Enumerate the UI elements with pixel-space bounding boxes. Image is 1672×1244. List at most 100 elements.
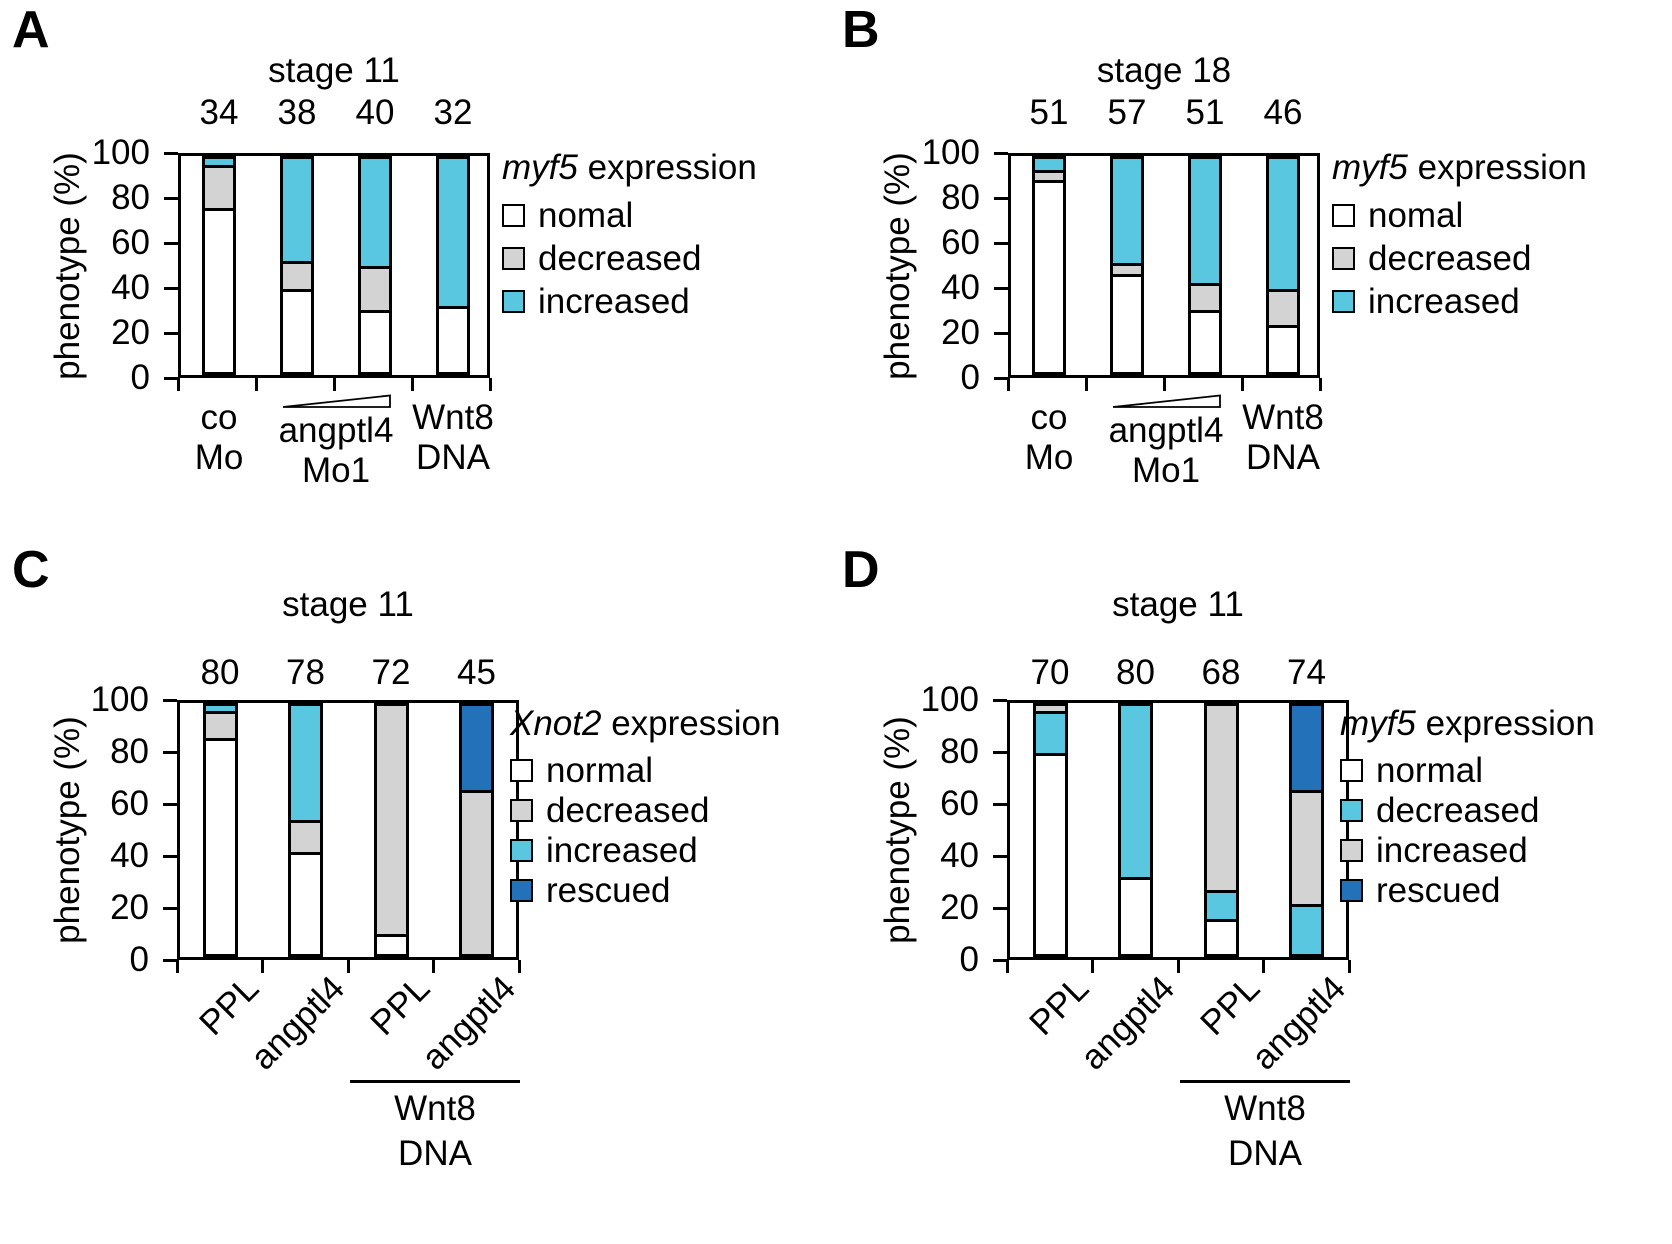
stacked-bar: [459, 703, 494, 957]
legend-item-decreased: decreased: [502, 237, 862, 280]
y-tick-mark: [993, 698, 1007, 702]
bar-segment-decreased: [205, 165, 233, 208]
x-tick-mark: [488, 378, 492, 391]
legend-item-decreased: decreased: [1340, 790, 1672, 830]
legend: myf5 expression nomal decreased increased: [502, 148, 862, 323]
y-axis-ticks: 0 20 40 60 80 100: [0, 682, 177, 977]
x-tick-mark: [1240, 378, 1244, 391]
y-tick-mark: [163, 958, 177, 962]
stacked-bar: [1289, 703, 1324, 957]
sample-counts-row: 80 78 72 45: [177, 654, 519, 694]
bar-segment-increased: [291, 706, 320, 821]
panel-letter: B: [842, 1, 880, 59]
legend-gene-name: myf5: [502, 148, 578, 187]
panel-d: D stage 11 70 80 68 74 phenotype (%) 0 20 40 6…: [830, 540, 1672, 1244]
y-tick-label: 60: [110, 783, 149, 823]
sample-count: 68: [1201, 653, 1241, 692]
legend-item-label: nomal: [1368, 196, 1464, 235]
bar-segment-decreased: [283, 261, 311, 289]
legend: myf5 expression nomal decreased increased: [1332, 148, 1672, 323]
x-tick-mark: [1005, 960, 1009, 973]
legend-item-label: normal: [546, 750, 653, 790]
y-tick-mark: [994, 241, 1008, 245]
x-category-label: angptl4: [413, 968, 523, 1078]
bar-segment-decreased: [1113, 263, 1141, 274]
plot-area: [177, 700, 519, 960]
bar-segment-nomal: [439, 305, 467, 372]
y-tick-label: 80: [940, 731, 979, 771]
wnt8-group-label-line: Wnt8: [1224, 1089, 1306, 1128]
stacked-bar: [1188, 156, 1222, 375]
y-tick-mark: [164, 331, 178, 335]
bar-segment-increased: [1206, 706, 1236, 890]
x-category-label: PPL: [1021, 968, 1097, 1043]
legend-swatch-normal: [510, 758, 533, 782]
sample-count: 38: [277, 93, 317, 132]
bar-segment-decreased: [1292, 904, 1321, 954]
y-tick-mark: [164, 376, 178, 380]
legend-swatch-decreased: [502, 247, 525, 270]
bar-segment-decreased: [361, 265, 389, 311]
panel-letter: D: [842, 541, 880, 599]
sample-count: 80: [1116, 653, 1155, 692]
x-category-label-line: Mo1: [1131, 451, 1201, 490]
x-category-label-line: co: [200, 398, 238, 437]
legend-item-label: decreased: [538, 239, 702, 278]
x-axis-area: co Mo angptl4 Mo1 Wnt8 DNA: [1006, 378, 1324, 540]
bar-segment-normal: [1121, 877, 1150, 954]
y-tick-label: 60: [940, 783, 979, 823]
legend-swatch-nomal: [1332, 204, 1355, 227]
x-tick-mark: [1006, 378, 1010, 391]
y-tick-label: 100: [91, 132, 150, 172]
y-tick-mark: [994, 286, 1008, 290]
chart-title: stage 11: [268, 51, 400, 90]
legend-swatch-increased: [1332, 290, 1355, 313]
legend-item-label: decreased: [1376, 790, 1540, 830]
x-tick-mark: [1262, 960, 1265, 973]
wnt8-group-label: Wnt8 DNA: [1180, 1086, 1350, 1176]
legend-swatch-rescued: [510, 878, 533, 902]
sample-count: 57: [1107, 93, 1147, 132]
x-category-label-line: Mo: [194, 438, 244, 477]
bar-segment-decreased: [1121, 706, 1150, 878]
legend-title: Xnot2 expression: [510, 704, 870, 744]
x-category-label-line: DNA: [416, 438, 490, 477]
x-category-label-line: DNA: [1246, 438, 1320, 477]
x-category-label-line: co: [1030, 398, 1068, 437]
y-tick-mark: [164, 151, 178, 155]
legend-item-increased: increased: [1332, 280, 1672, 323]
legend-swatch-normal: [1340, 758, 1363, 782]
bar-segment-normal: [1035, 753, 1065, 954]
legend-title-rest: expression: [577, 148, 757, 187]
bar-segment-increased: [205, 706, 235, 711]
x-category-label: Wnt8 DNA: [1195, 398, 1371, 478]
x-tick-mark: [432, 960, 435, 973]
stacked-bar: [1032, 156, 1066, 375]
bar-segment-increased: [1191, 159, 1219, 283]
panel-letter: C: [12, 541, 50, 599]
y-tick-label: 40: [110, 835, 149, 875]
y-tick-label: 60: [111, 222, 150, 262]
stacked-bar: [358, 156, 392, 375]
x-category-label: Wnt8 DNA: [365, 398, 541, 478]
x-category-label: PPL: [1192, 968, 1268, 1043]
legend-item-label: decreased: [546, 790, 710, 830]
stacked-bar: [1032, 703, 1068, 957]
sample-count: 40: [355, 93, 395, 132]
y-tick-label: 80: [110, 731, 149, 771]
sample-counts-row: 34 38 40 32: [178, 94, 490, 134]
y-tick-label: 20: [941, 312, 980, 352]
legend-gene-name: myf5: [1332, 148, 1408, 187]
bar-segment-normal: [1206, 919, 1236, 954]
legend-item-increased: increased: [502, 280, 862, 323]
wnt8-group-label: Wnt8 DNA: [350, 1086, 520, 1176]
wnt8-group-underline: [1180, 1080, 1350, 1083]
legend-item-label: rescued: [546, 870, 671, 910]
stacked-bar: [1203, 703, 1239, 957]
bar-segment-increased: [1292, 790, 1321, 905]
bar-segment-rescued: [1292, 706, 1321, 791]
y-tick-mark: [993, 958, 1007, 962]
legend-items: nomal decreased increased: [502, 194, 862, 323]
bar-segment-increased: [361, 159, 389, 266]
